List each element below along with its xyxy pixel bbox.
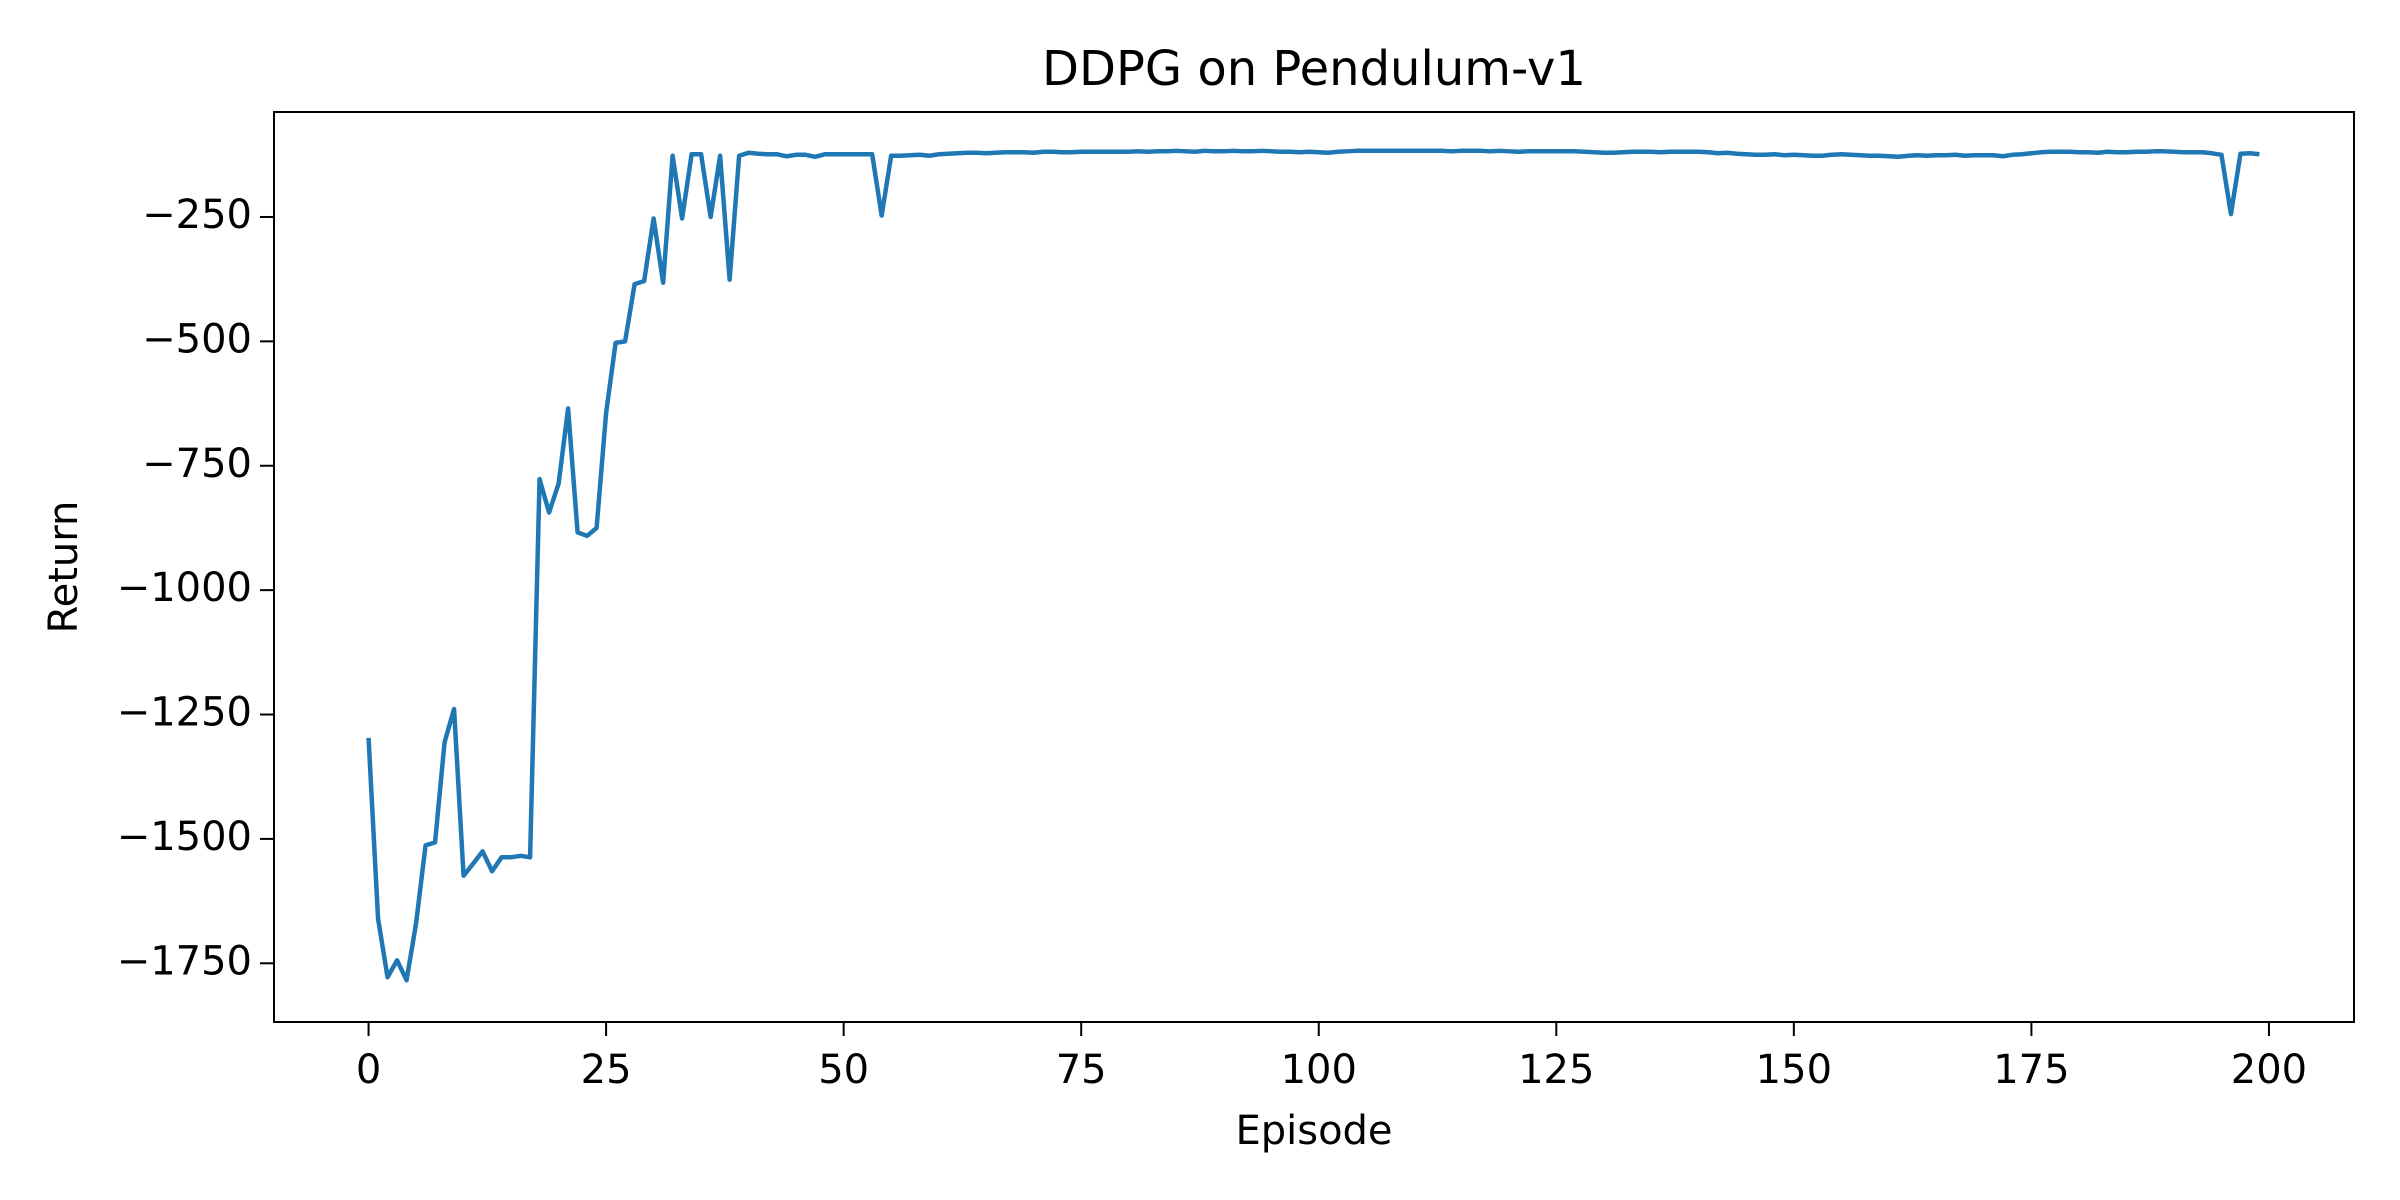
x-tick-label: 200 xyxy=(2231,1047,2307,1093)
chart-title: DDPG on Pendulum-v1 xyxy=(1042,41,1586,97)
y-tick-label: −1000 xyxy=(117,565,252,611)
y-tick-label: −1500 xyxy=(117,814,252,860)
x-tick-label: 125 xyxy=(1518,1047,1594,1093)
x-tick-label: 150 xyxy=(1756,1047,1832,1093)
x-tick-label: 25 xyxy=(581,1047,632,1093)
y-tick-label: −750 xyxy=(142,441,252,487)
y-tick-label: −500 xyxy=(142,316,252,362)
y-tick-label: −250 xyxy=(142,192,252,238)
y-axis-label: Return xyxy=(41,501,87,634)
x-tick-label: 50 xyxy=(818,1047,869,1093)
y-tick-label: −1250 xyxy=(117,690,252,736)
x-tick-label: 175 xyxy=(1993,1047,2069,1093)
x-tick-label: 75 xyxy=(1056,1047,1107,1093)
x-axis-label: Episode xyxy=(1235,1108,1392,1154)
y-tick-label: −1750 xyxy=(117,938,252,984)
x-tick-label: 0 xyxy=(356,1047,381,1093)
x-tick-label: 100 xyxy=(1281,1047,1357,1093)
data-line xyxy=(366,148,2260,983)
plot-frame xyxy=(273,111,2355,1023)
